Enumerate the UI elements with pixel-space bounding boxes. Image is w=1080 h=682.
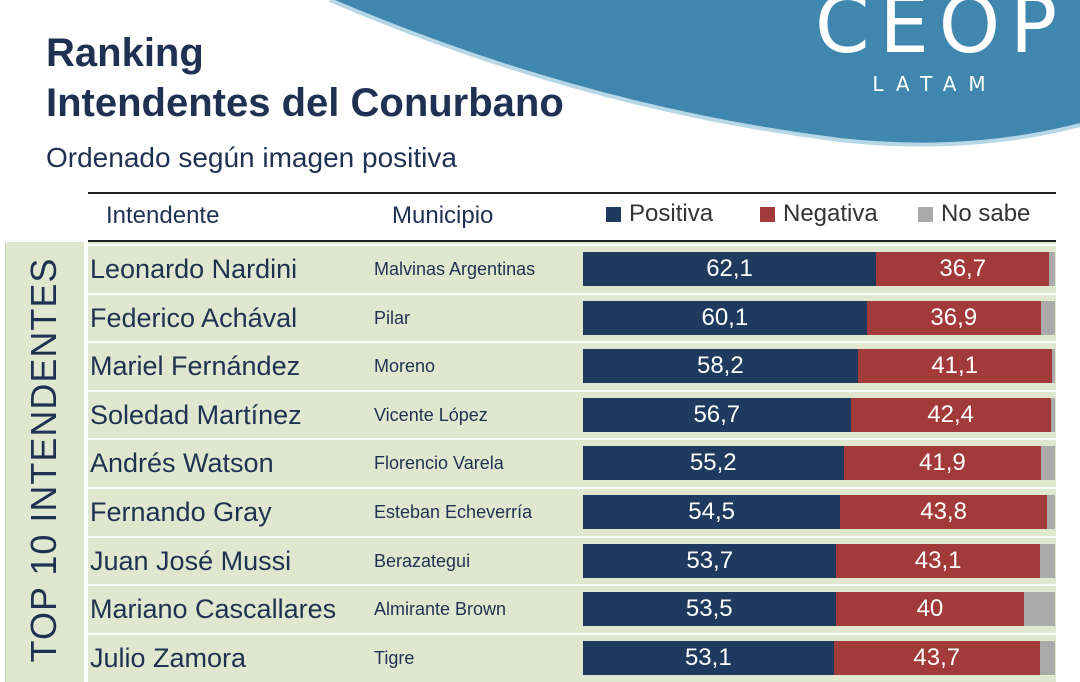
municipio-name: Vicente López (374, 404, 488, 425)
bar-no-sabe (1040, 300, 1055, 335)
top10-side-band (5, 242, 84, 682)
municipio-name: Esteban Echeverría (374, 502, 533, 522)
table-row: Mariel Fernández Moreno 58,2 41,1 (88, 341, 1056, 389)
municipio-name: Tigre (374, 647, 415, 668)
bar-negativa: 36,9 (866, 300, 1041, 335)
bar-no-sabe (1039, 640, 1055, 675)
bar-no-sabe (1046, 495, 1055, 529)
bar-negativa: 43,7 (833, 640, 1040, 675)
top10-side-label: TOP 10 INTENDENTES (23, 257, 64, 663)
bar-negativa: 43,8 (840, 495, 1047, 529)
legend-negativa: Negativa (760, 200, 878, 228)
bar-positiva: 60,1 (583, 300, 867, 335)
bar-negativa: 41,1 (857, 349, 1052, 384)
intendente-name: Mariel Fernández (90, 351, 301, 382)
page-subtitle: Ordenado según imagen positiva (46, 142, 457, 173)
bar-negativa: 43,1 (836, 543, 1040, 578)
legend-swatch-no-sabe (918, 206, 933, 222)
legend-label-no-sabe: No sabe (941, 200, 1031, 227)
logo-main-text: CEOP (815, 0, 1068, 71)
bar-no-sabe (1050, 397, 1055, 432)
title-line-1: Ranking (46, 31, 204, 75)
legend-swatch-positiva (606, 206, 621, 222)
legend-label-positiva: Positiva (629, 200, 714, 227)
bar-no-sabe (1039, 543, 1055, 578)
municipio-name: Pilar (374, 307, 411, 328)
bar-no-sabe (1024, 592, 1055, 627)
intendente-name: Julio Zamora (90, 642, 247, 673)
intendente-name: Mariano Cascallares (90, 594, 337, 625)
column-header-municipio: Municipio (392, 202, 494, 229)
table-row: Juan José Mussi Berazategui 53,7 43,1 (88, 535, 1056, 584)
intendente-name: Leonardo Nardini (90, 254, 298, 284)
bar-no-sabe (1051, 349, 1055, 384)
title-line-2: Intendentes del Conurbano (46, 81, 564, 125)
bar-positiva: 56,7 (583, 397, 851, 432)
bar-no-sabe (1049, 252, 1055, 286)
bar-negativa: 36,7 (876, 252, 1050, 286)
column-header-intendente: Intendente (106, 202, 220, 229)
legend-label-negativa: Negativa (783, 200, 878, 227)
bar-no-sabe (1041, 446, 1055, 481)
intendente-name: Federico Achával (90, 302, 298, 333)
table-top-rule (88, 192, 1056, 194)
table-row: Federico Achával Pilar 60,1 36,9 (88, 292, 1056, 341)
legend-swatch-negativa (760, 206, 775, 222)
intendente-name: Soledad Martínez (90, 399, 302, 430)
legend-positiva: Positiva (606, 200, 713, 228)
logo-sub-text: LATAM (872, 72, 998, 96)
intendente-name: Juan José Mussi (90, 545, 292, 576)
page-title: Ranking Intendentes del Conurbano (46, 28, 564, 128)
bar-positiva: 54,5 (583, 495, 841, 529)
bar-negativa: 41,9 (843, 446, 1042, 481)
bar-positiva: 53,7 (583, 543, 837, 578)
municipio-name: Moreno (374, 356, 436, 377)
intendente-name: Fernando Gray (90, 497, 272, 527)
bar-positiva: 55,2 (583, 446, 844, 481)
bar-positiva: 53,1 (583, 640, 834, 675)
table-row: Mariano Cascallares Almirante Brown 53,5 40 (88, 584, 1056, 632)
municipio-name: Berazategui (374, 550, 471, 571)
header-wave (329, 0, 1080, 147)
bar-negativa: 42,4 (850, 397, 1051, 432)
bar-positiva: 62,1 (583, 252, 877, 286)
bar-negativa: 40 (835, 592, 1025, 627)
municipio-name: Almirante Brown (374, 599, 507, 620)
legend-no-sabe: No sabe (918, 200, 1030, 228)
table-row: Soledad Martínez Vicente López 56,7 42,4 (88, 389, 1056, 438)
table-row: Leonardo Nardini Malvinas Argentinas 62,1 3… (88, 244, 1056, 292)
bar-positiva: 53,5 (583, 592, 836, 627)
municipio-name: Florencio Varela (374, 453, 504, 474)
municipio-name: Malvinas Argentinas (374, 259, 536, 279)
bar-positiva: 58,2 (583, 349, 858, 384)
table-row: Fernando Gray Esteban Echeverría 54,5 43,8 (88, 487, 1056, 535)
ceop-logo: CEOP LATAM (815, 0, 1068, 96)
table-row: Julio Zamora Tigre 53,1 43,7 (88, 632, 1056, 681)
table-header-rule (88, 240, 1056, 242)
intendente-name: Andrés Watson (90, 448, 274, 479)
table-row: Andrés Watson Florencio Varela 55,2 41,9 (88, 438, 1056, 486)
